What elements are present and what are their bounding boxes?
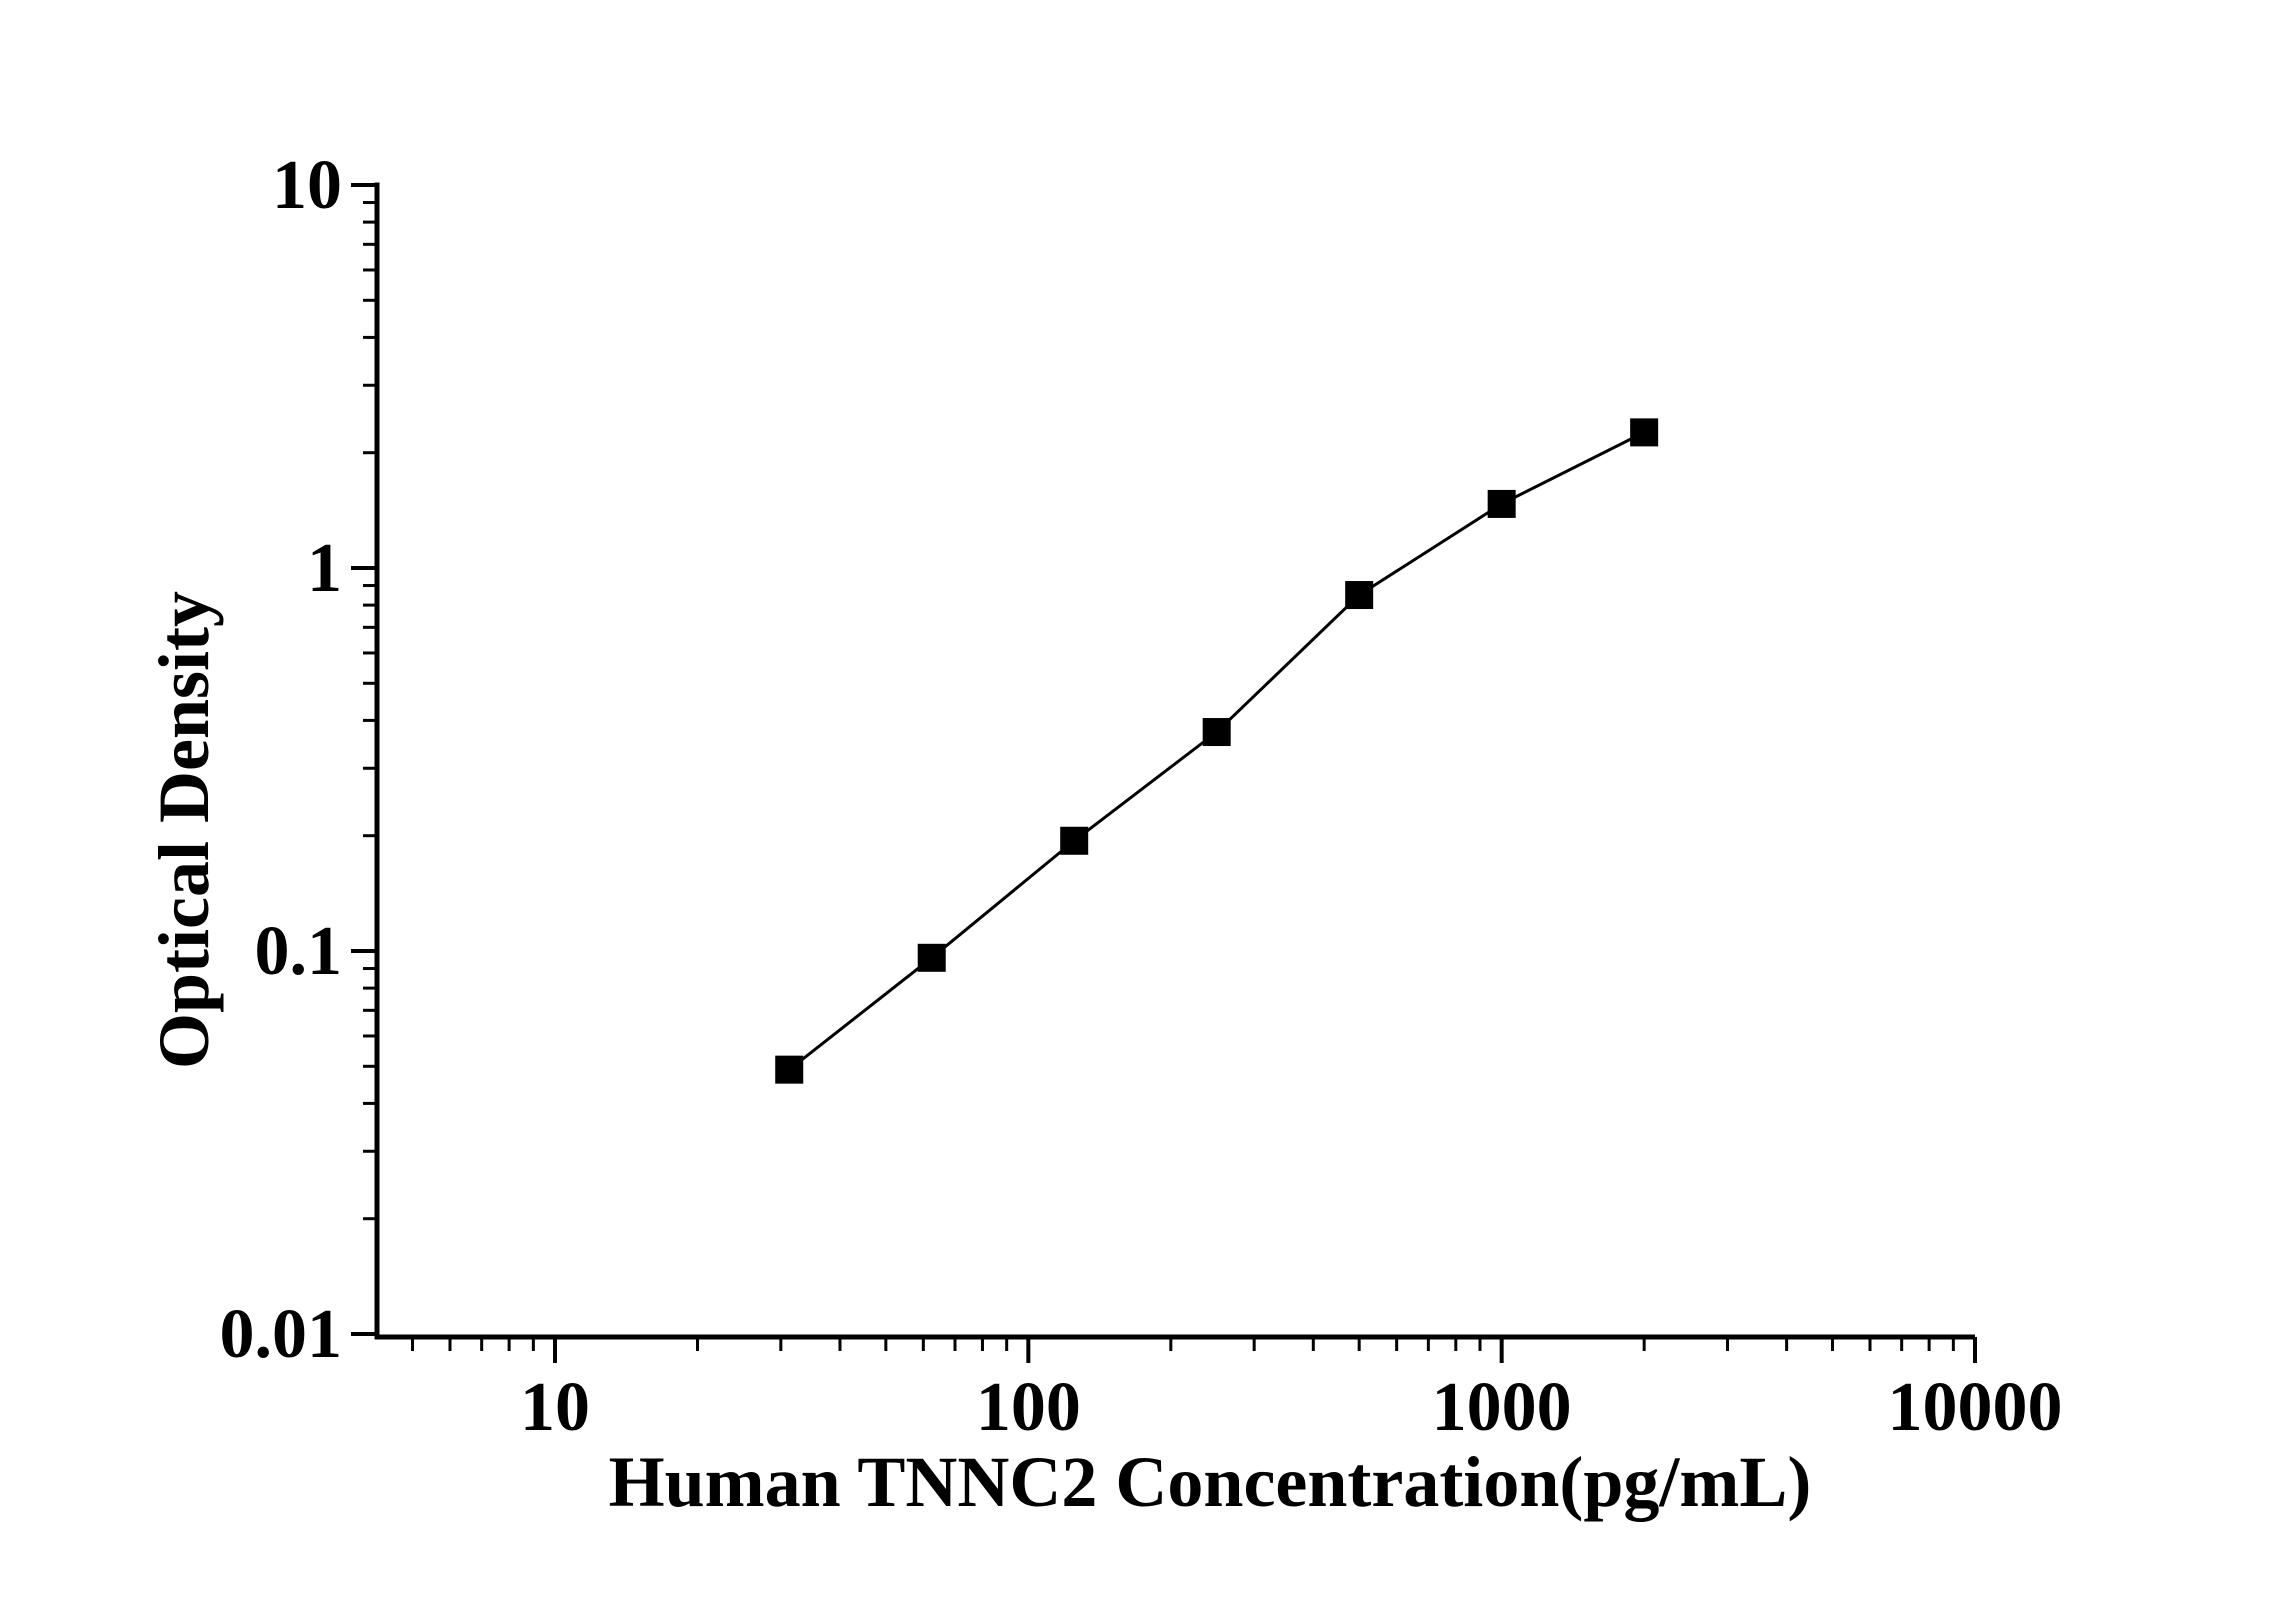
data-point-marker bbox=[1630, 418, 1659, 447]
y-tick-label: 0.1 bbox=[255, 913, 343, 990]
data-point-marker bbox=[775, 1055, 804, 1084]
y-axis-title: Optical Density bbox=[144, 591, 224, 1069]
y-tick-label: 10 bbox=[272, 147, 342, 224]
data-point-marker bbox=[917, 943, 946, 972]
data-point-marker bbox=[1060, 826, 1089, 855]
series-layer bbox=[775, 418, 1659, 1084]
axes-layer: 10 100 1000 10000 10 1 0.1 0.01 bbox=[220, 147, 2063, 1446]
data-point-marker bbox=[1202, 718, 1231, 747]
data-point-marker bbox=[1487, 489, 1516, 518]
x-tick-label: 10000 bbox=[1887, 1369, 2062, 1446]
series-line bbox=[788, 431, 1645, 1071]
x-tick-label: 1000 bbox=[1432, 1369, 1572, 1446]
y-tick-label: 1 bbox=[307, 530, 342, 607]
y-tick-label: 0.01 bbox=[220, 1296, 343, 1373]
x-tick-label: 100 bbox=[976, 1369, 1081, 1446]
data-point-marker bbox=[1345, 581, 1374, 610]
x-axis-title: Human TNNC2 Concentration(pg/mL) bbox=[609, 1442, 1812, 1522]
x-tick-label: 10 bbox=[520, 1369, 590, 1446]
